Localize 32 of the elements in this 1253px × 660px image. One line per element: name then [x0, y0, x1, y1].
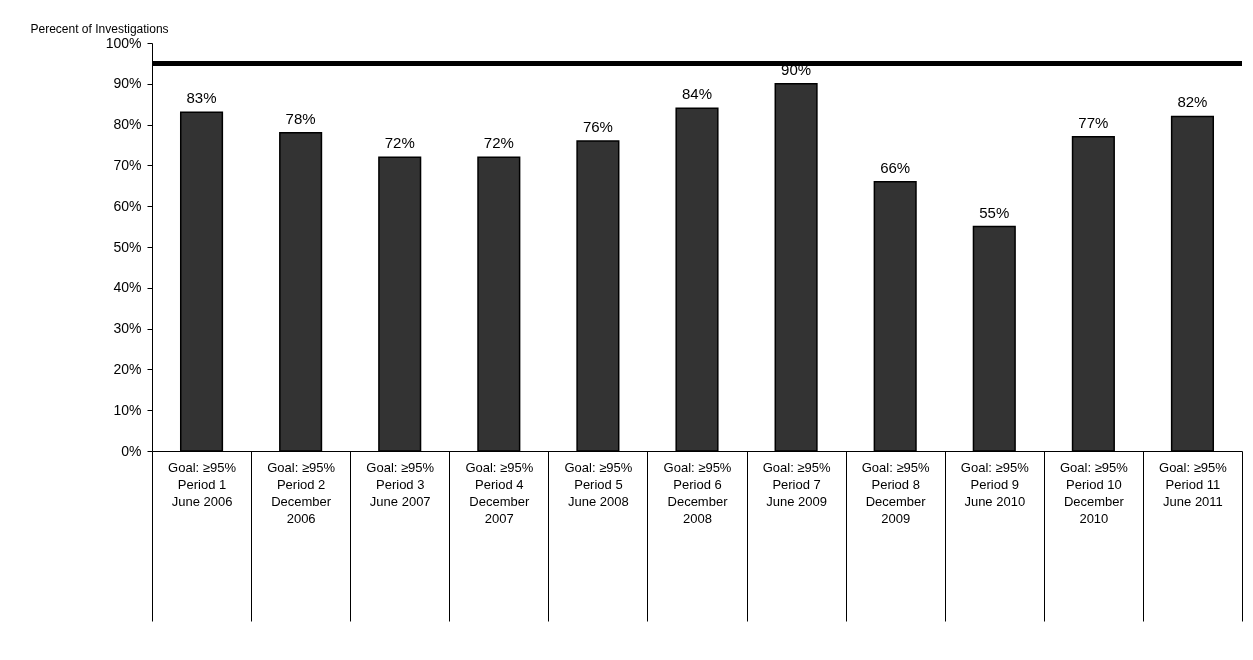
- x-tick-label: Goal: ≥95% Period 9 June 2010: [960, 459, 1030, 509]
- y-tick-label: 70%: [113, 156, 142, 173]
- x-tick-label: Goal: ≥95% Period 4 December 2007: [465, 459, 534, 526]
- data-label: 76%: [582, 117, 613, 135]
- y-tick-label: 30%: [113, 320, 142, 337]
- data-label: 78%: [285, 109, 316, 127]
- data-label: 77%: [1078, 113, 1109, 131]
- y-tick-label: 90%: [113, 75, 142, 92]
- y-tick-label: 20%: [113, 360, 142, 377]
- y-axis-title: Perecent of Investigations: [30, 21, 169, 36]
- x-tick-label: Goal: ≥95% Period 8 December 2009: [861, 459, 931, 526]
- y-tick-label: 50%: [113, 238, 142, 255]
- x-tick-label: Goal: ≥95% Period 10 December 2010: [1059, 459, 1129, 526]
- x-tick-label: Goal: ≥95% Period 1 June 2006: [168, 459, 237, 509]
- x-tick-label: Goal: ≥95% Period 7 June 2009: [762, 459, 831, 509]
- data-label: 83%: [186, 89, 217, 107]
- y-tick-label: 0%: [121, 442, 142, 459]
- x-tick-label: Goal: ≥95% Period 5 June 2008: [564, 459, 633, 509]
- x-tick-label: Goal: ≥95% Period 2 December 2006: [267, 459, 336, 526]
- data-label: 55%: [979, 203, 1010, 221]
- y-tick-label: 10%: [113, 401, 142, 418]
- data-label: 66%: [880, 158, 911, 176]
- x-tick-label: Goal: ≥95% Period 3 June 2007: [366, 459, 435, 509]
- y-tick-label: 60%: [113, 197, 142, 214]
- data-label: 72%: [483, 134, 514, 152]
- x-tick-label: Goal: ≥95% Period 6 December 2008: [663, 459, 732, 526]
- y-tick-label: 80%: [113, 116, 142, 133]
- data-label: 84%: [681, 85, 713, 103]
- y-tick-label: 40%: [113, 279, 142, 296]
- data-label: 82%: [1177, 93, 1208, 111]
- data-label: 72%: [384, 134, 415, 152]
- x-tick-label: Goal: ≥95% Period 11 June 2011: [1159, 459, 1228, 509]
